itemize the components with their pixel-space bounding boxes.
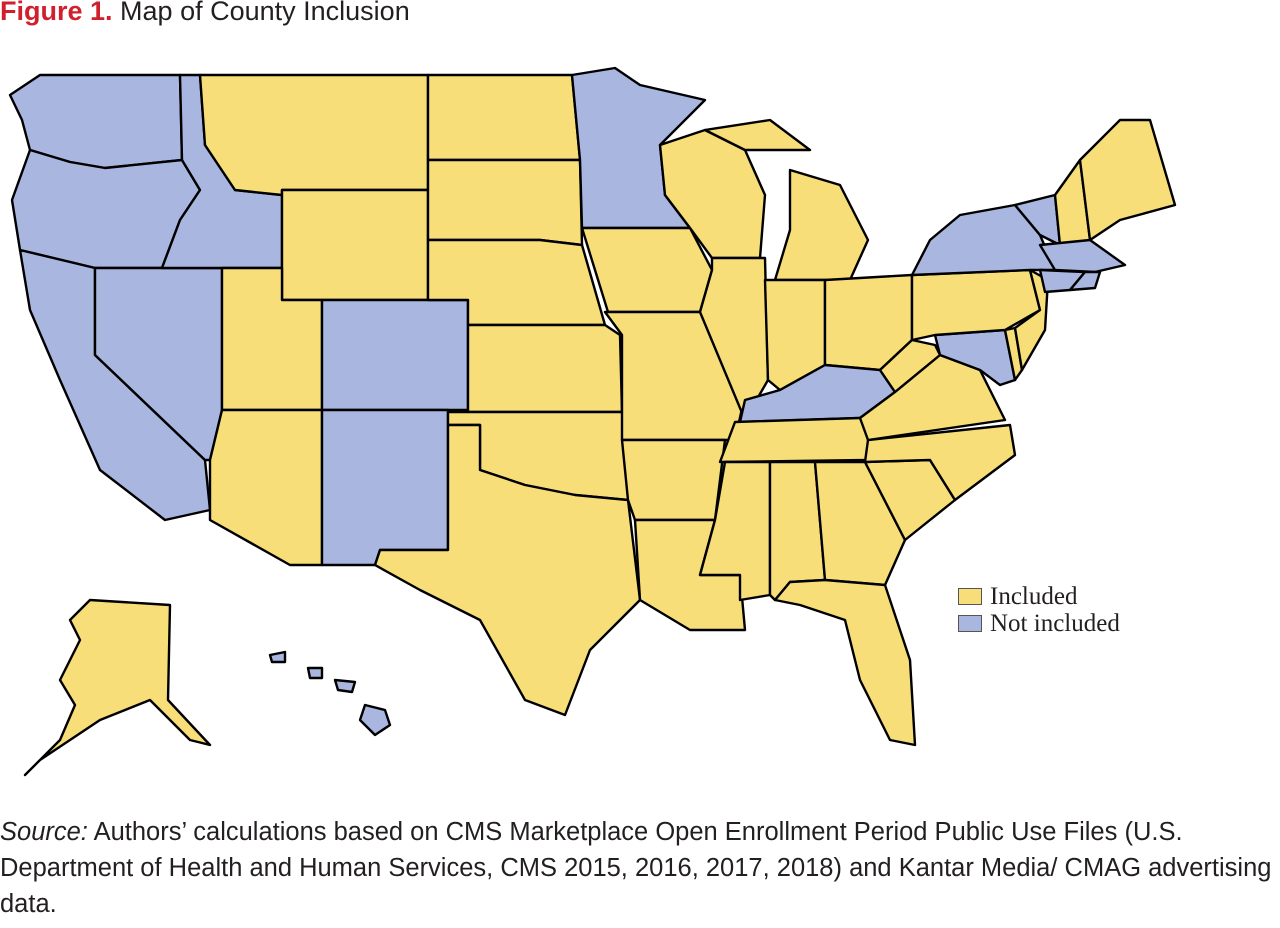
- state-nm: [320, 408, 450, 567]
- source-text: Authors’ calculations based on CMS Marke…: [0, 818, 1272, 918]
- state-sd: [426, 158, 584, 247]
- state-ga: [813, 460, 907, 587]
- included-swatch: [958, 588, 982, 605]
- figure-number: Figure 1.: [0, 0, 113, 26]
- figure-title-text: Map of County Inclusion: [120, 0, 410, 26]
- state-mt: [198, 73, 430, 197]
- legend-label-not-included: Not included: [990, 609, 1120, 637]
- state-nd: [426, 73, 582, 162]
- state-ar: [620, 438, 727, 522]
- state-tx: [373, 423, 642, 717]
- state-wy: [280, 188, 430, 302]
- state-hi-oahu: [306, 666, 324, 680]
- state-hi-kauai: [268, 650, 287, 664]
- state-hi: [358, 703, 392, 737]
- state-nc: [863, 423, 1017, 502]
- state-ks: [466, 323, 624, 414]
- state-wv: [878, 338, 942, 394]
- state-ri: [1068, 270, 1102, 292]
- state-me: [1078, 118, 1177, 242]
- legend-label-included: Included: [990, 582, 1078, 610]
- state-ia: [580, 226, 714, 314]
- state-co: [320, 298, 470, 412]
- state-ma: [1038, 238, 1127, 274]
- legend: Included Not included: [958, 583, 1120, 637]
- figure-title: Figure 1. Map of County Inclusion: [0, 0, 410, 28]
- state-fl: [773, 578, 917, 747]
- state-hi-maui: [333, 678, 357, 694]
- source-label: Source:: [0, 818, 88, 846]
- legend-item-not-included: Not included: [958, 610, 1120, 637]
- state-hi-islands: [268, 650, 392, 737]
- legend-item-included: Included: [958, 583, 1120, 610]
- not-included-swatch: [958, 615, 982, 632]
- us-county-inclusion-map: [8, 66, 1177, 777]
- state-ak: [23, 598, 212, 777]
- state-az: [208, 408, 324, 567]
- source-note: Source: Authors’ calculations based on C…: [0, 814, 1280, 922]
